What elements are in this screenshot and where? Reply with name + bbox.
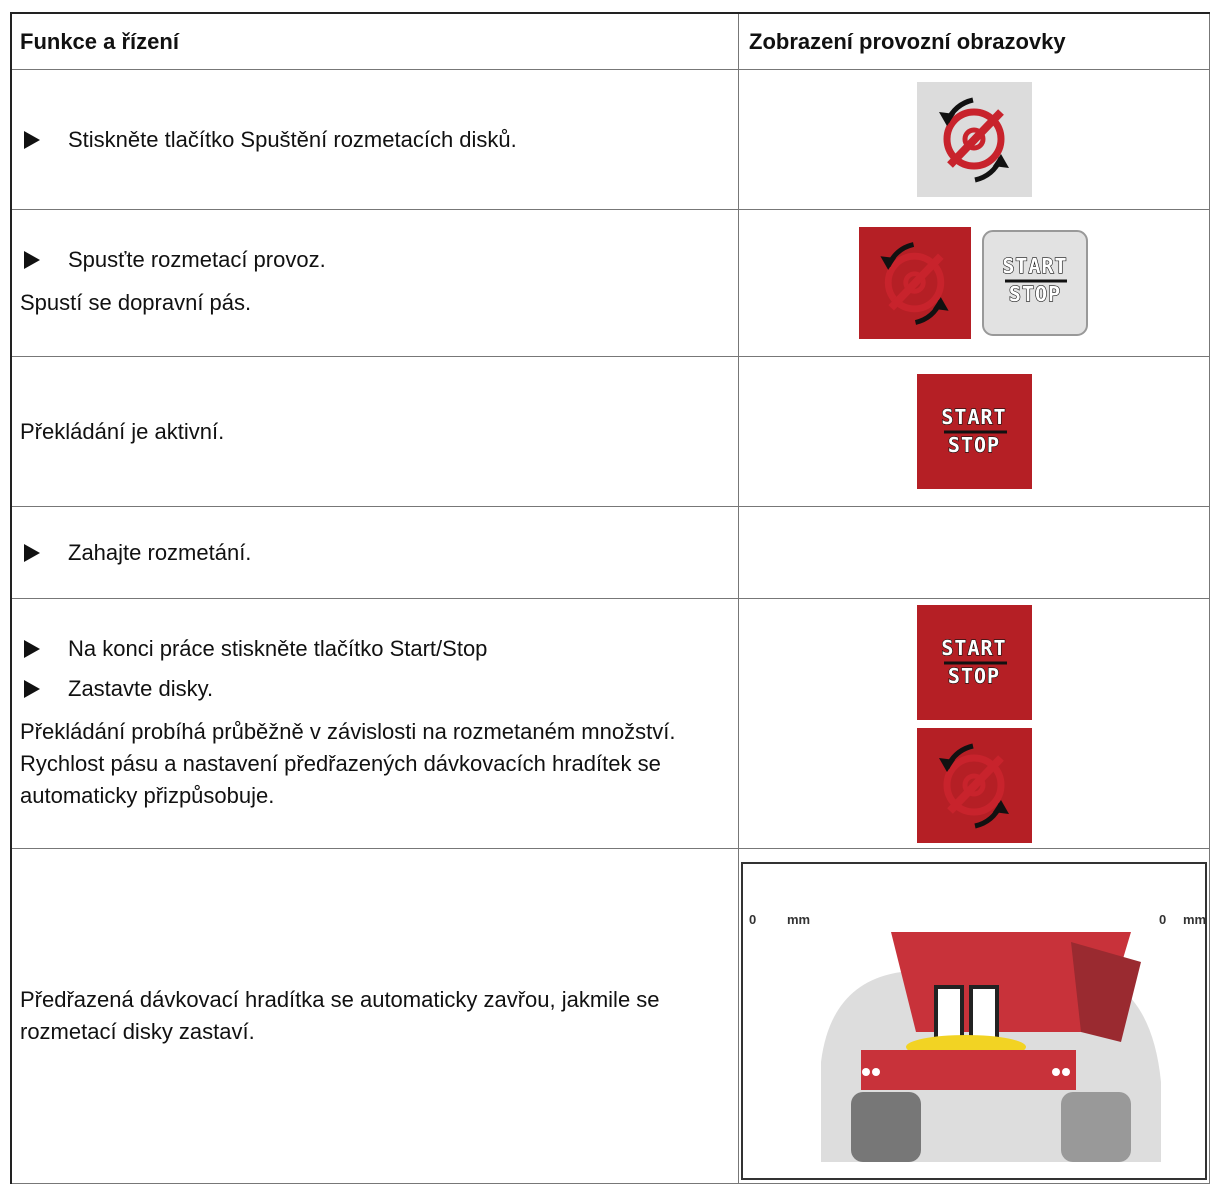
decoration	[862, 1068, 870, 1076]
note: Předřazená dávkovací hradítka se automat…	[20, 987, 660, 1044]
icon-text: START	[941, 636, 1006, 660]
header-row: Funkce a řízení Zobrazení provozní obraz…	[10, 12, 1210, 70]
cell: START STOP	[738, 356, 1210, 507]
step-text: Na konci práce stiskněte tlačítko Start/…	[68, 635, 488, 661]
icon-text: STOP	[947, 664, 999, 688]
cell: Na konci práce stiskněte tlačítko Start/…	[10, 598, 739, 849]
screen-image: 0 mm 0 mm	[741, 862, 1207, 1180]
decoration	[24, 680, 40, 698]
row: Stiskněte tlačítko Spuštění rozmetacích …	[10, 69, 1210, 210]
cell: Předřazená dávkovací hradítka se automat…	[10, 848, 739, 1184]
cell: START STOP	[738, 209, 1210, 357]
note: Překládání probíhá průběžně v závislosti…	[20, 718, 676, 808]
bullet	[24, 680, 40, 698]
step: Na konci práce stiskněte tlačítko Start/…	[20, 636, 730, 662]
decoration	[24, 251, 40, 269]
bullet	[24, 640, 40, 658]
start-stop-icon: START STOP	[916, 374, 1032, 489]
row: Spusťte rozmetací provoz. Spustí se dopr…	[10, 209, 1210, 357]
wheel	[1061, 1092, 1131, 1162]
step: Zahajte rozmetání.	[20, 540, 730, 566]
bullet	[24, 131, 40, 149]
decoration	[934, 985, 964, 1044]
note: Překládání je aktivní.	[20, 418, 225, 444]
disc-icon	[858, 227, 971, 339]
row: Překládání je aktivní. START STOP	[10, 356, 1210, 507]
icon-text: START	[1002, 254, 1067, 278]
icon-text: STOP	[947, 433, 999, 457]
decoration	[1062, 1068, 1070, 1076]
step-text: Zahajte rozmetání.	[68, 539, 252, 565]
step-text: Spusťte rozmetací provoz.	[68, 247, 326, 272]
wheel	[851, 1092, 921, 1162]
row: Zahajte rozmetání.	[10, 506, 1210, 599]
decoration	[1052, 1068, 1060, 1076]
step-text: Zastavte disky.	[68, 675, 214, 701]
icon-text: START	[941, 405, 1006, 429]
cell: 0 mm 0 mm	[738, 848, 1210, 1184]
start-stop-icon: START STOP	[916, 604, 1032, 720]
cell: Překládání je aktivní.	[10, 356, 739, 507]
cell: Zahajte rozmetání.	[10, 506, 739, 599]
cell: Stiskněte tlačítko Spuštění rozmetacích …	[10, 69, 739, 210]
screen-text: 0	[1159, 912, 1166, 927]
spreader-body	[861, 1050, 1076, 1090]
decoration	[24, 131, 40, 149]
table: Funkce a řízení Zobrazení provozní obraz…	[10, 12, 1210, 1184]
screen-text: mm	[1183, 912, 1206, 927]
decoration: Funkce a řízení Zobrazení provozní obraz…	[10, 12, 1210, 70]
row: Předřazená dávkovací hradítka se automat…	[10, 848, 1210, 1184]
disc-icon	[916, 82, 1032, 197]
step: Spusťte rozmetací provoz.	[20, 247, 730, 273]
step: Stiskněte tlačítko Spuštění rozmetacích …	[20, 127, 730, 153]
decoration	[969, 985, 999, 1044]
note: Spustí se dopravní pás.	[20, 290, 252, 315]
hopper-side	[1071, 942, 1141, 1042]
decoration: Stiskněte tlačítko Spuštění rozmetacích …	[10, 69, 1210, 1184]
cell: Spusťte rozmetací provoz. Spustí se dopr…	[10, 209, 739, 357]
decoration	[24, 640, 40, 658]
icon-text: STOP	[1009, 282, 1061, 306]
step: Zastavte disky.	[20, 676, 730, 702]
header-cell: Funkce a řízení	[10, 12, 739, 70]
decoration	[872, 1068, 880, 1076]
decoration	[982, 230, 1089, 336]
step-text: Stiskněte tlačítko Spuštění rozmetacích …	[68, 126, 517, 152]
cell	[738, 69, 1210, 210]
cell: START STOP	[738, 598, 1210, 849]
screen-text: 0	[749, 912, 756, 927]
screen-text: mm	[787, 912, 810, 927]
decoration	[24, 544, 40, 562]
row: Na konci práce stiskněte tlačítko Start/…	[10, 598, 1210, 849]
bullet	[24, 544, 40, 562]
disc-icon	[916, 727, 1032, 843]
header-cell: Zobrazení provozní obrazovky	[738, 12, 1210, 70]
decoration: 0 mm 0 mm	[749, 912, 1206, 927]
bullet	[24, 251, 40, 269]
cell	[738, 506, 1210, 599]
start-stop-icon: START STOP	[982, 230, 1089, 336]
